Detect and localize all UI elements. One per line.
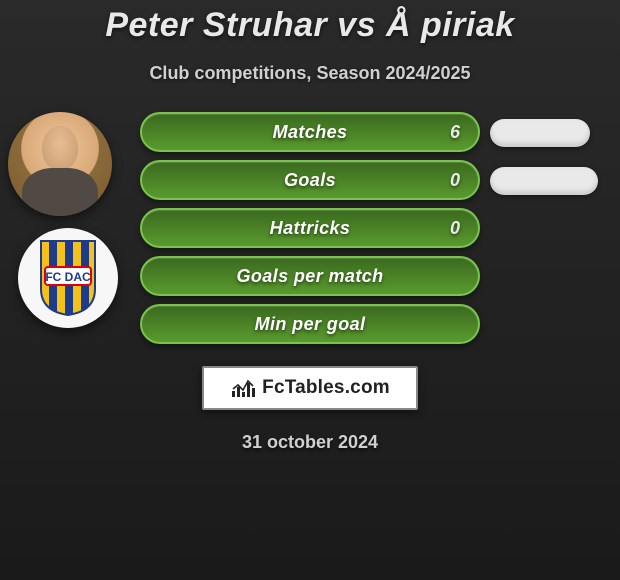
club-badge-circle: FC DAC — [18, 228, 118, 328]
stat-row-goals: Goals 0 — [140, 160, 480, 200]
right-pill-matches — [490, 119, 590, 147]
stat-value: 0 — [450, 218, 460, 239]
stat-value: 0 — [450, 170, 460, 191]
stat-row-min-per-goal: Min per goal — [140, 304, 480, 344]
comparison-body: FC DAC Matches 6 Goals 0 Hattricks 0 Goa… — [0, 112, 620, 352]
brand-text: FcTables.com — [262, 377, 390, 399]
brand-chart-icon — [230, 377, 256, 399]
player-photo — [8, 112, 112, 216]
right-pill-goals — [490, 167, 598, 195]
left-avatar-column: FC DAC — [8, 112, 128, 328]
right-comparison-column — [490, 112, 610, 215]
stat-label: Hattricks — [142, 218, 478, 239]
stat-label: Min per goal — [142, 314, 478, 335]
date-line: 31 october 2024 — [0, 432, 620, 453]
page-title: Peter Struhar vs Å piriak — [0, 0, 620, 45]
stat-label: Matches — [142, 122, 478, 143]
stat-row-hattricks: Hattricks 0 — [140, 208, 480, 248]
stat-label: Goals — [142, 170, 478, 191]
stats-column: Matches 6 Goals 0 Hattricks 0 Goals per … — [140, 112, 480, 352]
subtitle: Club competitions, Season 2024/2025 — [0, 63, 620, 84]
stat-row-matches: Matches 6 — [140, 112, 480, 152]
fc-dac-badge-icon: FC DAC — [37, 239, 99, 317]
stat-value: 6 — [450, 122, 460, 143]
brand-box[interactable]: FcTables.com — [202, 366, 418, 410]
stat-label: Goals per match — [142, 266, 478, 287]
stat-row-goals-per-match: Goals per match — [140, 256, 480, 296]
club-badge-text: FC DAC — [45, 270, 91, 284]
